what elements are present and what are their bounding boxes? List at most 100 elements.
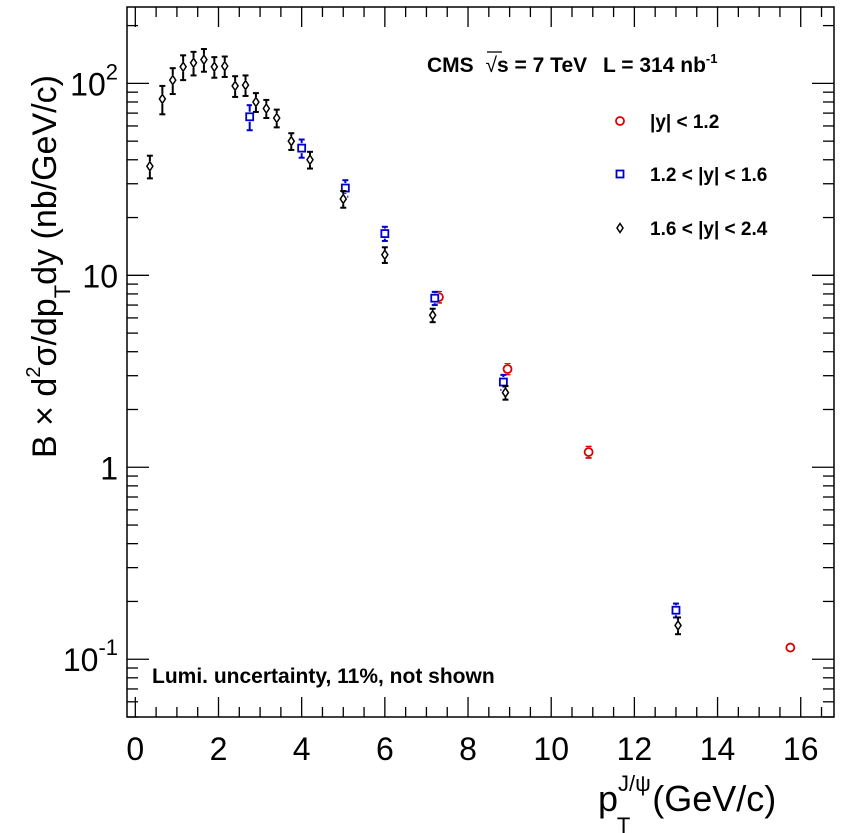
sqrt-symbol: √: [486, 54, 498, 77]
marker-bg: [231, 80, 240, 91]
data-point: [220, 60, 229, 72]
marker-bg: [272, 113, 281, 124]
marker-bg: [339, 193, 348, 204]
marker-bg: [262, 103, 271, 114]
data-point: [306, 153, 314, 166]
y-title-sup: 2: [23, 367, 45, 378]
y-tick-exponent: -1: [98, 635, 118, 660]
data-point: [583, 447, 594, 457]
data-point: [252, 96, 260, 108]
data-point: [189, 56, 198, 69]
axis-ticks: [127, 7, 834, 718]
marker-bg: [220, 61, 229, 72]
data-point: [210, 60, 219, 73]
x-tick-labels: 0 2 4 6 8 10 12 14 16: [126, 731, 818, 767]
legend: |y| < 1.2 1.2 < |y| < 1.6 1.6 < |y| < 2.4: [615, 112, 768, 240]
title-lumi-sup: -1: [706, 51, 718, 66]
chart-title: CMS √s = 7 TeV L = 314 nb-1: [427, 51, 717, 77]
data-point: [785, 642, 796, 653]
marker-bg: [428, 310, 437, 321]
marker-bg: [297, 143, 306, 154]
data-point: [262, 102, 271, 115]
x-axis-title: pJ/ψ T (GeV/c): [598, 771, 776, 833]
y-title-end: dy (nb/GeV/c): [26, 75, 64, 285]
y-tick-exponent: 2: [106, 59, 118, 84]
marker-bg: [786, 642, 795, 653]
data-point: [428, 309, 437, 322]
marker-bg: [501, 387, 510, 398]
series-3: [145, 48, 683, 636]
x-title-base: p: [598, 778, 618, 819]
series-1: [434, 290, 796, 653]
series-2: [245, 104, 681, 619]
marker-bg: [584, 447, 593, 458]
y-title-mid: σ/dp: [26, 298, 64, 366]
marker-bg: [189, 57, 198, 68]
title-lumi: L = 314 nb: [603, 54, 706, 77]
x-tick-label: 2: [210, 731, 228, 767]
x-title-sup: J/ψ: [618, 771, 651, 796]
data-point: [380, 229, 390, 238]
x-tick-label: 4: [293, 731, 311, 767]
data-point: [339, 193, 348, 205]
y-title-main: B × d: [26, 378, 64, 458]
legend-label: 1.2 < |y| < 1.6: [650, 165, 767, 186]
data-point: [231, 80, 240, 92]
marker-bg: [241, 80, 250, 91]
y-axis-title: B × d2σ/dpTdy (nb/GeV/c): [23, 75, 75, 458]
marker-bg: [499, 377, 508, 388]
y-title-sub: T: [50, 285, 75, 298]
marker-bg: [671, 605, 680, 616]
legend-label: |y| < 1.2: [650, 112, 719, 133]
marker-bg: [145, 161, 154, 172]
marker-bg: [380, 249, 389, 260]
svg-text:CMS √s = 7 TeV L =: CMS √s = 7 TeV L = 314 nb-1: [427, 51, 717, 77]
marker-bg: [168, 75, 177, 86]
marker-bg: [158, 93, 167, 104]
marker-bg: [503, 364, 512, 375]
data-point: [671, 605, 681, 615]
data-point: [168, 74, 177, 86]
marker-bg: [430, 293, 439, 304]
y-tick-label: 102: [70, 59, 118, 102]
legend-marker: [615, 169, 625, 179]
data-point: [502, 364, 513, 374]
data-point: [245, 112, 255, 122]
legend-label: 1.6 < |y| < 2.4: [650, 219, 768, 240]
x-title-unit: (GeV/c): [652, 778, 776, 819]
marker-bg: [251, 96, 260, 107]
y-tick-label: 10-1: [63, 635, 118, 678]
x-tick-label: 10: [533, 731, 569, 767]
data-point: [241, 79, 250, 91]
plot-frame: [126, 6, 835, 718]
marker-bg: [245, 111, 254, 122]
legend-item-1: |y| < 1.2: [615, 112, 719, 133]
marker-bg: [380, 228, 389, 239]
x-title-sub: T: [617, 813, 630, 833]
y-tick-label: 10: [82, 258, 118, 294]
x-tick-label: 0: [126, 731, 144, 767]
lumi-annotation: Lumi. uncertainty, 11%, not shown: [152, 665, 495, 688]
marker-bg: [179, 61, 188, 72]
data-point: [145, 160, 154, 173]
x-tick-label: 6: [376, 731, 394, 767]
marker-bg: [305, 154, 314, 165]
title-energy: s = 7 TeV: [497, 54, 587, 77]
data-point: [501, 386, 510, 399]
y-tick-base: 10: [82, 258, 118, 294]
x-tick-label: 12: [617, 731, 653, 767]
marker-bg: [341, 183, 350, 194]
data-point: [272, 112, 281, 124]
legend-item-3: 1.6 < |y| < 2.4: [616, 219, 768, 240]
title-experiment: CMS: [427, 54, 474, 77]
data-point: [674, 619, 682, 632]
data-series: [145, 48, 796, 653]
marker-bg: [674, 620, 683, 631]
y-tick-label: 1: [100, 450, 118, 486]
y-tick-base: 10: [63, 642, 99, 678]
data-point: [179, 60, 188, 73]
data-point: [158, 93, 167, 105]
marker-bg: [287, 136, 296, 147]
